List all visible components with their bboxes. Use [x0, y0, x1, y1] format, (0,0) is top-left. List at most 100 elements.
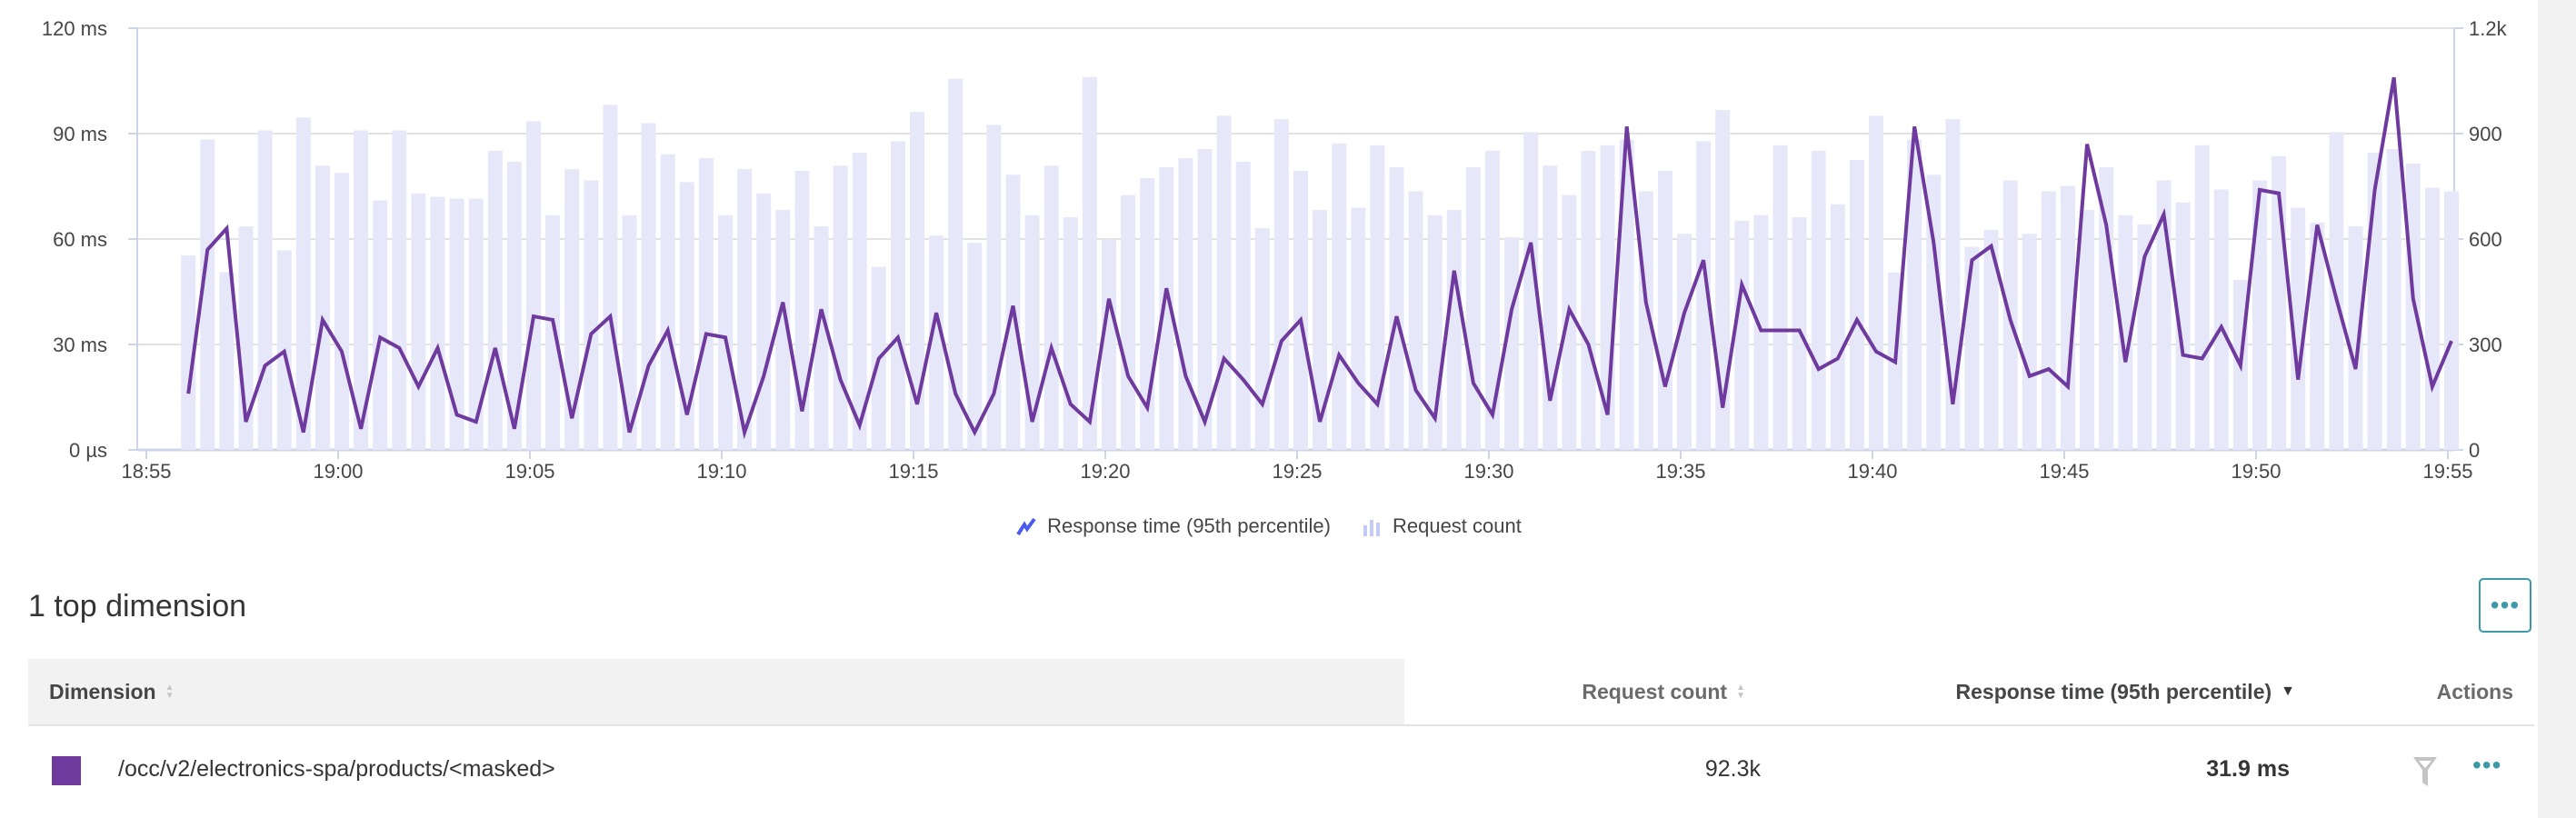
y-left-tick-label: 60 ms — [53, 228, 107, 251]
request-count-bar — [1543, 165, 1558, 451]
request-count-bar — [1983, 229, 1999, 450]
scrollbar-track[interactable] — [2538, 0, 2576, 818]
request-count-bar — [1926, 175, 1942, 451]
request-count-bar — [2386, 149, 2401, 450]
request-count-bar — [526, 121, 541, 450]
request-count-bar — [373, 200, 388, 450]
request-count-bar — [181, 255, 196, 450]
request-count-bar — [2310, 222, 2325, 450]
request-count-bar — [2291, 207, 2306, 450]
row-more-actions-button[interactable]: ••• — [2472, 751, 2502, 779]
column-header-dimension[interactable]: Dimension ▲ ▼ — [49, 659, 174, 724]
request-count-bar — [2080, 209, 2095, 450]
request-count-bar — [1677, 234, 1692, 450]
request-count-bar — [2213, 189, 2229, 451]
dimension-cell[interactable]: /occ/v2/electronics-spa/products/<masked… — [118, 755, 555, 782]
column-header-response-time[interactable]: Response time (95th percentile) ▼ — [1956, 659, 2296, 724]
column-label: Request count — [1582, 679, 1728, 703]
x-tick-label: 18:55 — [121, 460, 171, 483]
x-tick-label: 19:35 — [1655, 460, 1705, 483]
x-tick-label: 19:55 — [2422, 460, 2472, 483]
request-count-bar — [1562, 195, 1577, 450]
request-count-bar — [1657, 170, 1672, 450]
request-count-bar — [2041, 191, 2056, 450]
x-tick-label: 19:40 — [1847, 460, 1897, 483]
request-count-bar — [487, 150, 503, 451]
request-count-bar — [468, 198, 484, 451]
request-count-bar — [564, 169, 580, 450]
column-label: Actions — [2436, 679, 2513, 703]
request-count-bar — [1734, 220, 1750, 450]
request-count-bar — [698, 158, 714, 451]
request-count-bar — [718, 214, 733, 450]
request-count-bar — [2022, 234, 2037, 450]
request-count-bar — [506, 161, 522, 450]
y-left-tick-label: 0 µs — [69, 439, 107, 462]
request-count-bar — [1465, 167, 1481, 450]
request-count-bar — [852, 152, 867, 450]
request-count-bar — [1121, 195, 1136, 450]
request-count-bar — [1581, 150, 1596, 451]
request-count-bar — [1446, 209, 1462, 450]
request-count-bar — [1619, 139, 1634, 450]
bar-chart-icon — [1363, 520, 1380, 536]
request-count-bar — [354, 130, 369, 450]
x-tick-label: 19:20 — [1080, 460, 1130, 483]
request-count-bar — [603, 105, 618, 450]
request-count-bar — [1715, 110, 1731, 451]
y-right-tick-label: 300 — [2469, 334, 2502, 356]
request-count-bar — [1772, 145, 1788, 450]
request-count-bar — [1811, 150, 1826, 451]
x-tick-label: 19:10 — [696, 460, 746, 483]
request-count-bar — [545, 214, 561, 450]
series-color-swatch — [52, 756, 81, 785]
request-count-bar — [1178, 158, 1193, 451]
request-count-bar — [1063, 217, 1078, 450]
request-count-bar — [411, 193, 426, 450]
request-count-bar — [775, 209, 791, 450]
request-count-bar — [1907, 139, 1922, 450]
y-right-tick-label: 1.2k — [2469, 17, 2508, 40]
y-right-tick-label: 900 — [2469, 123, 2502, 145]
column-label: Response time (95th percentile) — [1955, 679, 2272, 703]
x-tick-label: 19:05 — [504, 460, 554, 483]
table-row[interactable]: /occ/v2/electronics-spa/products/<masked… — [28, 725, 2534, 813]
header-band — [28, 659, 1404, 724]
request-count-bar — [2424, 187, 2440, 450]
request-count-bar — [315, 165, 330, 451]
request-count-bar — [1235, 161, 1251, 450]
request-count-bar — [2175, 202, 2191, 450]
request-count-bar — [1753, 214, 1769, 450]
request-count-bar — [200, 139, 215, 450]
request-count-bar — [1370, 145, 1385, 450]
request-count-cell: 92.3k — [1704, 755, 1761, 782]
request-count-bar — [1254, 228, 1270, 450]
request-count-bar — [679, 182, 694, 451]
x-tick-label: 19:45 — [2039, 460, 2089, 483]
request-count-bar — [1485, 150, 1500, 451]
request-count-bar — [1830, 204, 1845, 450]
legend-item-response-time[interactable]: Response time (95th percentile) — [1016, 514, 1331, 538]
request-count-bar — [449, 198, 464, 451]
request-count-bar — [430, 196, 445, 450]
y-left-tick-label: 90 ms — [53, 123, 107, 145]
column-header-request-count[interactable]: Request count ▲ ▼ — [1582, 659, 1745, 724]
legend-item-request-count[interactable]: Request count — [1362, 514, 1522, 538]
line-chart-icon — [1016, 517, 1036, 536]
request-count-bar — [833, 165, 848, 451]
funnel-icon[interactable] — [2411, 755, 2439, 788]
request-count-bar — [660, 154, 675, 450]
request-count-bar — [1273, 119, 1289, 450]
request-count-bar — [967, 243, 983, 450]
request-count-bar — [641, 123, 656, 450]
request-count-bar — [392, 130, 407, 450]
x-tick-label: 19:50 — [2231, 460, 2281, 483]
x-tick-label: 19:30 — [1463, 460, 1513, 483]
request-count-bar — [1849, 160, 1864, 450]
request-count-bar — [1332, 143, 1347, 450]
sort-descending-icon: ▼ — [2281, 683, 2295, 699]
request-count-bar — [756, 193, 772, 450]
request-count-bar — [890, 141, 905, 451]
section-title: 1 top dimension — [28, 589, 247, 623]
more-options-button[interactable]: ••• — [2479, 578, 2531, 633]
